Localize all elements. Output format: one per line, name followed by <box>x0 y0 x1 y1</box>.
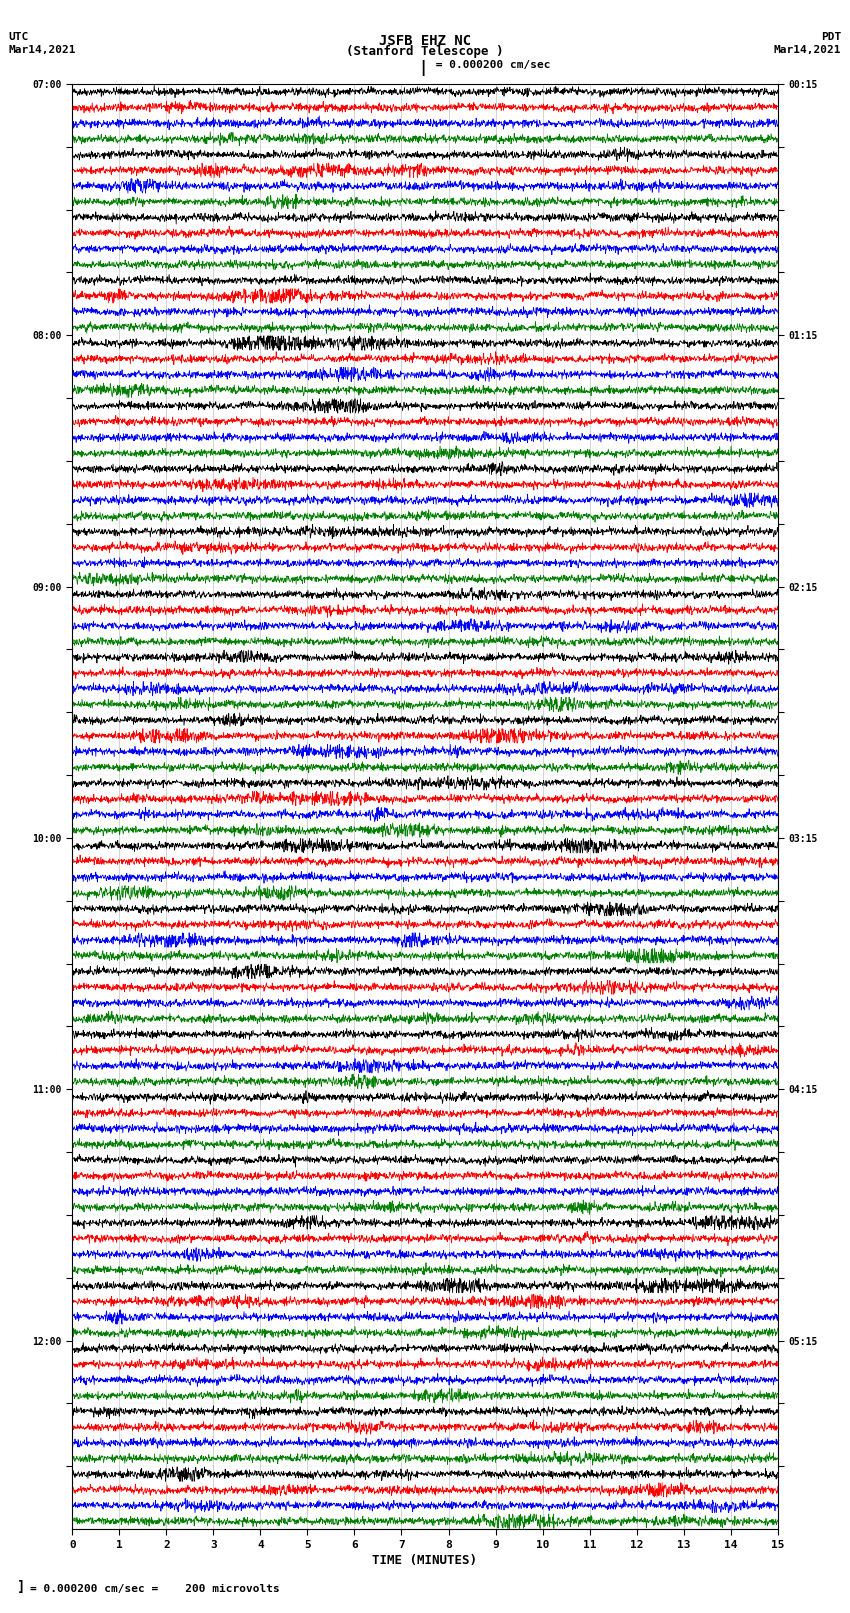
Text: |: | <box>418 60 427 76</box>
Text: Mar14,2021: Mar14,2021 <box>8 45 76 55</box>
Text: PDT: PDT <box>821 32 842 42</box>
Text: ]: ] <box>17 1579 26 1594</box>
X-axis label: TIME (MINUTES): TIME (MINUTES) <box>372 1553 478 1566</box>
Text: = 0.000200 cm/sec: = 0.000200 cm/sec <box>429 60 551 69</box>
Text: JSFB EHZ NC: JSFB EHZ NC <box>379 34 471 48</box>
Text: = 0.000200 cm/sec =    200 microvolts: = 0.000200 cm/sec = 200 microvolts <box>30 1584 280 1594</box>
Text: (Stanford Telescope ): (Stanford Telescope ) <box>346 45 504 58</box>
Text: UTC: UTC <box>8 32 29 42</box>
Text: Mar14,2021: Mar14,2021 <box>774 45 842 55</box>
